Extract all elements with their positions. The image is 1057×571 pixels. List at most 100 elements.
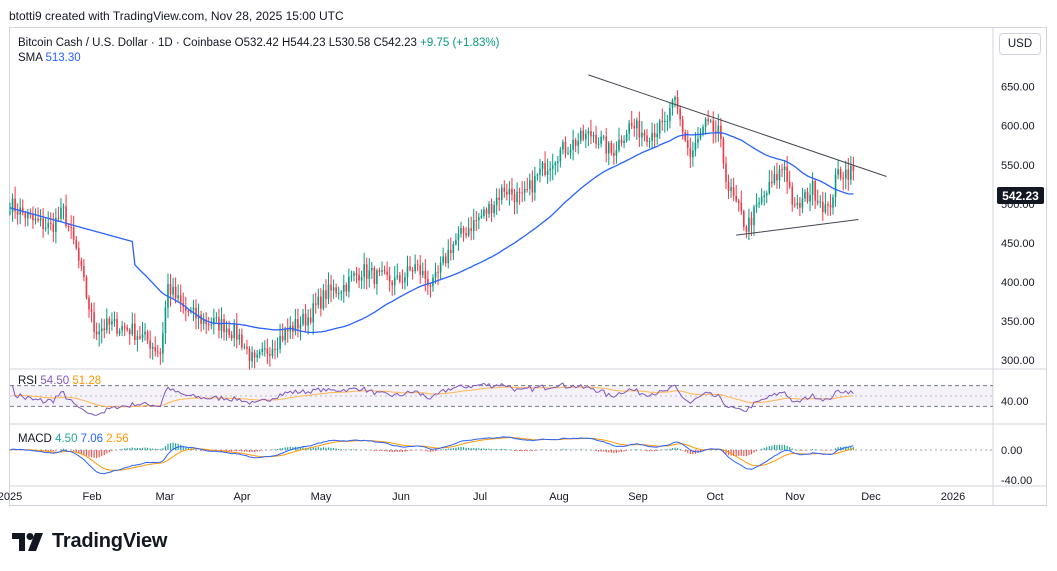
time-tick-label: Feb: [83, 491, 102, 503]
candle: [641, 120, 643, 147]
candle: [658, 119, 661, 139]
sma-line: [9, 132, 854, 334]
candle-body: [508, 188, 511, 195]
low-value: L530.58: [328, 37, 371, 49]
candle-body: [429, 285, 432, 287]
candle-body: [95, 331, 98, 335]
candle: [60, 198, 62, 222]
candle: [829, 194, 832, 216]
candle-body: [816, 200, 819, 203]
tradingview-logo[interactable]: TradingView: [12, 530, 167, 553]
candle: [615, 141, 618, 164]
sma-label[interactable]: SMA: [18, 52, 43, 64]
candle: [146, 329, 149, 344]
candle-body: [39, 218, 42, 221]
candle: [348, 268, 350, 298]
candle: [192, 299, 195, 321]
candle: [39, 209, 42, 227]
candle: [546, 158, 549, 184]
candle-body: [27, 212, 29, 219]
candle: [299, 316, 302, 341]
candle-body: [462, 228, 465, 234]
candle-body: [498, 197, 501, 201]
candle: [9, 202, 11, 216]
candle: [337, 286, 340, 300]
time-tick-label: Jun: [392, 491, 410, 503]
candle-body: [151, 346, 154, 349]
candle-body: [618, 139, 620, 151]
candle-body: [355, 273, 358, 275]
candle: [42, 208, 44, 238]
candle-body: [230, 334, 233, 339]
candle: [274, 340, 276, 360]
candle-body: [251, 352, 253, 362]
currency-button[interactable]: USD: [999, 33, 1041, 55]
candle: [590, 119, 592, 145]
candle: [286, 318, 289, 343]
candle: [437, 265, 439, 285]
candle: [722, 136, 725, 169]
candle-body: [763, 195, 766, 197]
candle: [83, 259, 85, 282]
candle: [488, 201, 490, 219]
candle-body: [829, 204, 832, 208]
candle: [419, 255, 422, 284]
candle: [620, 135, 623, 147]
candle-body: [162, 333, 164, 354]
candle: [676, 90, 679, 115]
rsi-legend: RSI 54.50 51.28: [18, 375, 101, 387]
candle: [480, 209, 483, 219]
candle: [353, 270, 355, 282]
candle-body: [630, 123, 633, 126]
candle: [72, 215, 75, 245]
candle-body: [353, 273, 355, 276]
candle: [360, 270, 363, 289]
price-tick-label: 450.00: [1001, 238, 1035, 250]
candle-body: [419, 265, 422, 275]
time-tick-label: Jul: [473, 491, 487, 503]
candle: [416, 259, 419, 272]
candle-body: [322, 290, 325, 309]
rsi-label[interactable]: RSI: [18, 375, 38, 387]
candle-body: [427, 278, 429, 286]
candle: [743, 209, 745, 231]
candle-body: [67, 225, 70, 228]
symbol-name[interactable]: Bitcoin Cash / U.S. Dollar · 1D · Coinba…: [18, 37, 232, 49]
candle: [528, 173, 531, 196]
candle: [376, 268, 378, 295]
candle: [230, 331, 233, 341]
tradingview-wordmark: TradingView: [52, 530, 168, 552]
candle-body: [371, 268, 373, 271]
candle-body: [518, 191, 521, 193]
candle: [444, 252, 447, 267]
candle-body: [266, 348, 269, 354]
candle-body: [804, 191, 806, 199]
candle: [462, 225, 465, 242]
macd-label[interactable]: MACD: [18, 433, 52, 445]
candle-body: [694, 142, 697, 151]
candle-body: [585, 133, 587, 140]
candle-body: [722, 139, 725, 164]
candle: [832, 194, 834, 215]
candle: [16, 203, 19, 225]
candle-body: [686, 140, 689, 148]
candle: [717, 113, 720, 142]
candle-body: [200, 314, 202, 324]
candle: [679, 105, 681, 127]
candle-body: [128, 329, 131, 335]
candle: [126, 324, 129, 332]
candle-body: [661, 120, 664, 123]
candle-body: [819, 201, 822, 203]
candle: [442, 247, 444, 266]
candle: [582, 124, 585, 142]
candle: [697, 127, 699, 149]
candle: [692, 141, 694, 167]
candle-body: [279, 335, 281, 349]
time-tick-label: May: [311, 491, 332, 503]
candle: [44, 217, 47, 232]
candle-body: [523, 188, 526, 193]
candle-body: [562, 142, 564, 150]
candle: [200, 310, 202, 332]
candle-body: [528, 180, 531, 190]
